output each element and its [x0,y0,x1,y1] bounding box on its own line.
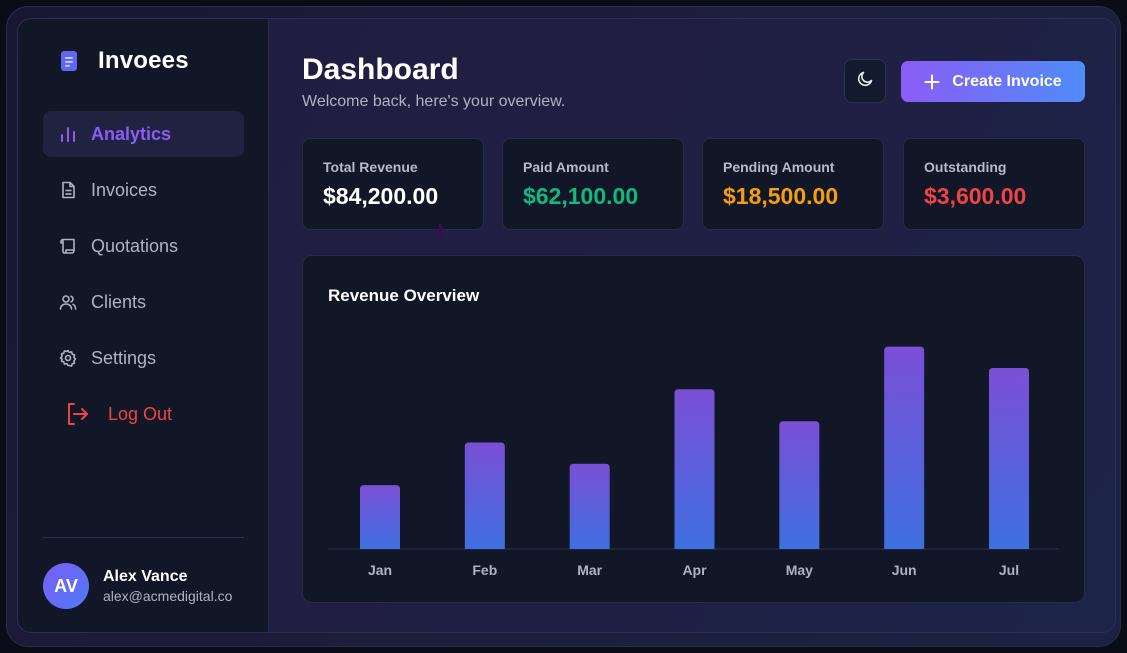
bar-mar[interactable] [569,463,610,549]
bar-feb[interactable] [464,442,505,550]
stat-label: Paid Amount [523,159,609,175]
moon-icon [856,70,874,93]
stat-label: Pending Amount [723,159,835,175]
text-cursor [439,224,442,237]
logout-button[interactable]: Log Out [43,391,244,437]
logout-label: Log Out [108,403,173,424]
x-tick-label: Jul [999,562,1019,578]
x-tick-label: Apr [682,562,707,578]
sidebar-item-settings[interactable]: Settings [43,335,244,381]
stat-card-paid-amount: Paid Amount $62,100.00 [502,138,684,230]
x-tick-label: May [786,562,813,578]
file-text-icon [59,181,77,199]
stat-card-total-revenue: Total Revenue $84,200.00 [302,138,484,230]
bar-may[interactable] [779,421,820,549]
app-frame: Invoees Analytics [17,18,1116,633]
sidebar-item-quotations[interactable]: Quotations [43,223,244,269]
chart-title: Revenue Overview [328,286,480,305]
page-subtitle: Welcome back, here's your overview. [302,93,566,110]
app-window: Invoees Analytics [6,6,1121,647]
bar-chart-icon [59,125,77,143]
sidebar-item-label: Clients [91,291,147,312]
stats-row: Total Revenue $84,200.00 Paid Amount $62… [302,138,1085,230]
bar-jun[interactable] [884,346,925,549]
sidebar: Invoees Analytics [18,19,269,632]
page-title: Dashboard [302,53,459,86]
user-name: Alex Vance [103,568,188,585]
sidebar-item-label: Quotations [91,235,179,256]
users-icon [59,293,77,311]
sidebar-nav: Analytics Invoices [43,111,244,447]
stat-label: Total Revenue [323,159,418,175]
stat-card-pending-amount: Pending Amount $18,500.00 [702,138,884,230]
stat-value: $18,500.00 [723,183,839,209]
theme-toggle-button[interactable] [844,59,886,103]
plus-icon [924,74,940,90]
bar-jul[interactable] [989,367,1029,549]
scroll-icon [59,237,77,255]
sidebar-item-label: Invoices [91,179,158,200]
stat-value: $62,100.00 [523,183,639,209]
document-icon [60,50,78,72]
stat-label: Outstanding [924,159,1007,175]
sidebar-item-label: Settings [91,347,157,368]
user-email: alex@acmedigital.co [103,588,233,604]
stat-value: $84,200.00 [323,183,439,209]
sidebar-item-label: Analytics [91,123,172,144]
avatar: AV [43,563,89,609]
revenue-bar-chart: Jan Feb Mar Apr May Jun Jul [328,346,1059,578]
create-invoice-button[interactable]: Create Invoice [901,61,1085,102]
x-tick-label: Feb [472,562,497,578]
create-invoice-label: Create Invoice [952,72,1062,90]
brand[interactable]: Invoees [60,47,189,75]
brand-name: Invoees [98,47,189,74]
x-tick-label: Jan [368,562,392,578]
revenue-chart-card: Revenue Overview Jan Feb Mar Apr May Jun Jul [302,255,1085,603]
x-tick-label: Mar [577,562,602,578]
bar-jan[interactable] [360,485,400,549]
x-tick-label: Jun [892,562,917,578]
sidebar-item-clients[interactable]: Clients [43,279,244,325]
gear-icon [59,349,77,367]
sidebar-divider [43,537,244,538]
sidebar-item-invoices[interactable]: Invoices [43,167,244,213]
stat-value: $3,600.00 [924,183,1027,209]
bar-apr[interactable] [674,389,715,549]
user-profile[interactable]: AV Alex Vance alex@acmedigital.co [43,563,232,609]
main-content: Dashboard Welcome back, here's your over… [269,19,1115,632]
stat-card-outstanding: Outstanding $3,600.00 [903,138,1085,230]
log-out-icon [64,401,90,427]
sidebar-item-analytics[interactable]: Analytics [43,111,244,157]
